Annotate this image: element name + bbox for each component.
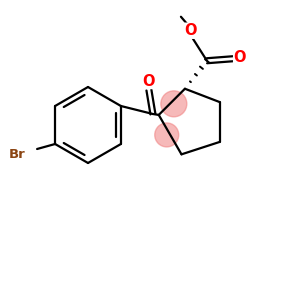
Text: O: O: [185, 23, 197, 38]
Text: Br: Br: [8, 148, 25, 160]
Text: O: O: [143, 74, 155, 88]
Circle shape: [155, 123, 179, 147]
Text: O: O: [234, 50, 246, 65]
Circle shape: [161, 91, 187, 117]
